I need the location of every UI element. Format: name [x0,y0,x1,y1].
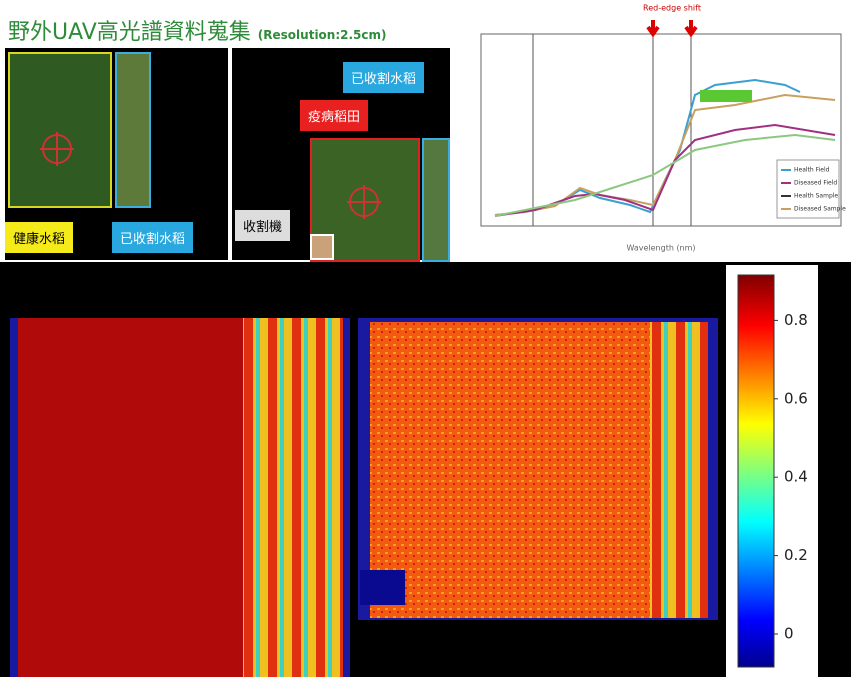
heatmap-diseased [370,322,660,618]
healthy-field-photo [8,52,112,208]
tick-label: 0.6 [784,389,808,407]
legend-entry: Diseased Field [794,180,837,187]
label-harvester: 收割機 [235,210,290,241]
harvested-photo [422,138,450,262]
spectrum-chart: Red-edge shift Health Field Diseased Fiel… [455,0,851,262]
annotation: Red-edge shift [643,4,701,13]
label-healthy: 健康水稻 [5,222,73,253]
heatmap-healthy [18,318,243,677]
title: 野外UAV高光譜資料蒐集 [8,20,251,45]
legend-entry: Health Sample [794,193,838,200]
arrow [648,20,696,34]
subtitle: (Resolution:2.5cm) [258,28,387,42]
title-row: 野外UAV高光譜資料蒐集 (Resolution:2.5cm) [8,14,387,46]
legend: Health Field Diseased Field Health Sample D… [777,160,846,218]
heatmap-harvested [650,322,708,618]
label-diseased: 疫病稻田 [300,100,368,131]
target-mark [10,54,110,206]
heatmap-harvested [243,318,343,677]
harvester-photo [310,234,334,260]
legend-entry: Health Field [794,167,830,174]
heatmaps [0,262,851,677]
tick-label: 0 [784,625,794,643]
colorbar: 0 0.2 0.4 0.6 0.8 [726,265,818,677]
x-axis-label: Wavelength (nm) [626,244,695,253]
tick-label: 0.4 [784,468,808,486]
label-harvested: 已收割水稻 [112,222,193,253]
mask [360,570,405,605]
harvested-photo [115,52,151,208]
slide: 野外UAV高光譜資料蒐集 (Resolution:2.5cm) 健康水稻 已收割… [0,0,851,677]
colorbar-gradient [738,275,774,667]
legend-entry: Diseased Sample [794,206,846,213]
label-harvested: 已收割水稻 [343,62,424,93]
tick-label: 0.8 [784,311,808,329]
highlight [700,90,752,102]
tick-label: 0.2 [784,546,808,564]
